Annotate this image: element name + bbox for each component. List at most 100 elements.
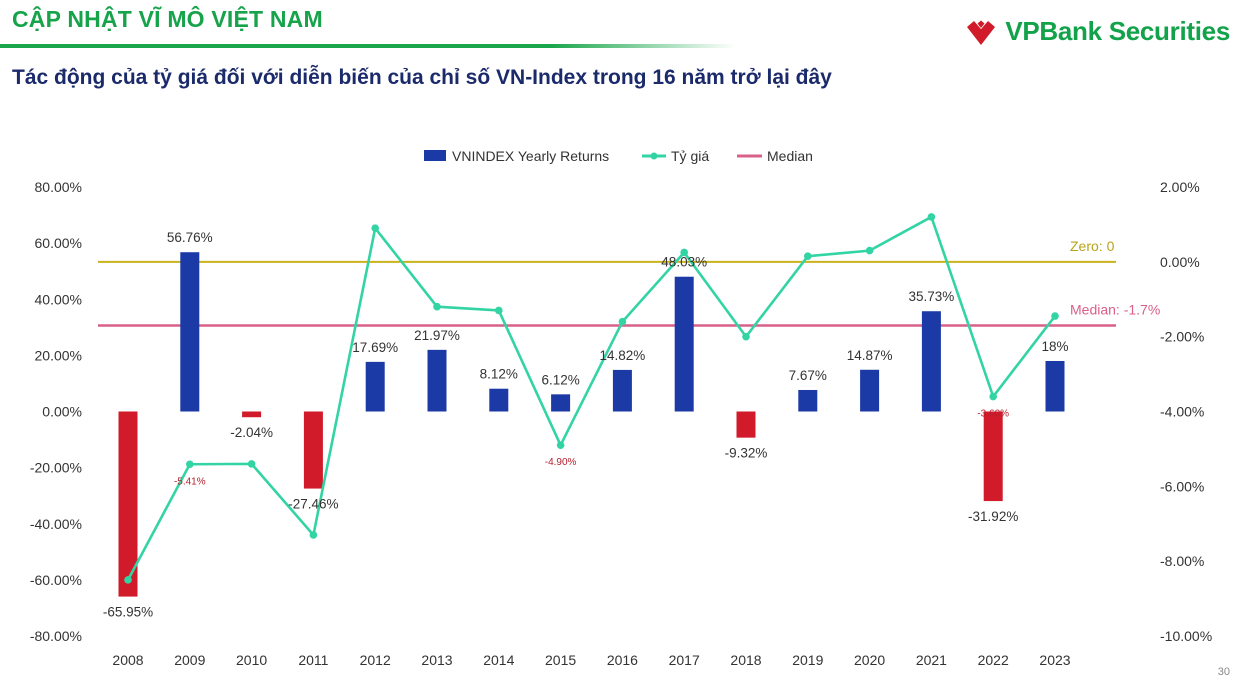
- fx-point: [618, 317, 627, 326]
- x-axis-tick: 2020: [854, 652, 885, 668]
- return-bar: [736, 411, 756, 438]
- x-axis-tick: 2015: [545, 652, 576, 668]
- x-axis-tick: 2008: [112, 652, 143, 668]
- fx-point: [309, 531, 318, 539]
- x-axis-tick: 2017: [669, 652, 700, 668]
- fx-point: [742, 332, 750, 341]
- x-axis-tick: 2019: [792, 652, 823, 668]
- page-number: 30: [1217, 666, 1230, 678]
- fx-line-series: [124, 213, 1059, 584]
- fx-data-label: -4.90%: [545, 457, 577, 468]
- fx-data-label: -5.41%: [174, 476, 206, 487]
- bar-data-label: 35.73%: [909, 289, 955, 304]
- return-bars: [118, 252, 1065, 597]
- x-axis-tick: 2010: [236, 652, 267, 668]
- right-axis-tick: -10.00%: [1160, 628, 1212, 644]
- right-axis: 2.00% 0.00% -2.00% -4.00% -6.00% -8.00% -10.00…: [1160, 179, 1212, 644]
- bar-data-label: 14.87%: [847, 348, 893, 363]
- bar-data-label: -31.92%: [968, 509, 1018, 524]
- fx-point: [247, 460, 256, 468]
- left-axis-tick: 80.00%: [35, 179, 82, 195]
- legend-swatch-returns: [424, 150, 446, 161]
- right-axis-tick: 0.00%: [1160, 254, 1200, 270]
- bar-data-label: 8.12%: [480, 367, 518, 382]
- return-bar: [612, 369, 632, 412]
- bar-data-label: -65.95%: [103, 605, 153, 620]
- left-axis-tick: 60.00%: [35, 235, 82, 251]
- left-axis: 80.00% 60.00% 40.00% 20.00% 0.00% -20.00% -40.…: [30, 179, 82, 644]
- legend-label-fx: Tỷ giá: [671, 148, 709, 164]
- right-axis-tick: -6.00%: [1160, 478, 1204, 494]
- legend-label-returns: VNINDEX Yearly Returns: [452, 148, 609, 164]
- header-title: CẬP NHẬT VĨ MÔ VIỆT NAM: [12, 6, 323, 32]
- x-axis-tick: 2021: [916, 652, 947, 668]
- bar-data-label: -2.04%: [230, 425, 273, 440]
- x-axis-tick: 2009: [174, 652, 205, 668]
- fx-data-label: -3.60%: [977, 409, 1009, 420]
- fx-line: [126, 215, 1057, 581]
- return-bar: [551, 394, 571, 412]
- bar-data-label: 7.67%: [789, 368, 827, 383]
- fx-point: [927, 213, 936, 221]
- return-bar: [242, 411, 262, 418]
- x-axis-tick: 2018: [730, 652, 761, 668]
- bar-data-label: 14.82%: [600, 348, 646, 363]
- right-axis-tick: 2.00%: [1160, 179, 1200, 195]
- return-bar: [303, 411, 323, 489]
- legend-marker-fx: [650, 152, 658, 160]
- fx-point: [495, 306, 503, 315]
- return-bar: [798, 389, 818, 412]
- fx-point: [680, 248, 688, 257]
- right-axis-tick: -4.00%: [1160, 404, 1204, 420]
- return-bar: [427, 349, 447, 412]
- fx-point: [433, 302, 441, 311]
- return-bar: [365, 361, 385, 412]
- bar-data-label: 17.69%: [352, 340, 398, 355]
- x-axis-tick: 2011: [298, 652, 328, 668]
- fx-point: [804, 252, 812, 261]
- page-subtitle: Tác động của tỷ giá đối với diễn biến củ…: [12, 66, 832, 89]
- data-labels: -65.95% 56.76% -2.04% -27.46% 17.69% 21.97% 8.…: [103, 230, 1069, 619]
- fx-point: [371, 224, 380, 232]
- fx-point: [865, 246, 874, 255]
- bar-data-label: 56.76%: [167, 230, 213, 245]
- left-axis-tick: 20.00%: [35, 347, 82, 363]
- return-bar: [180, 252, 200, 412]
- left-axis-tick: -60.00%: [30, 572, 82, 588]
- x-axis-tick: 2013: [421, 652, 452, 668]
- right-axis-tick: -2.00%: [1160, 329, 1204, 345]
- bar-data-label: -27.46%: [288, 497, 338, 512]
- left-axis-tick: -40.00%: [30, 516, 82, 532]
- fx-point: [1051, 312, 1059, 320]
- fx-point: [124, 576, 132, 584]
- fx-point: [556, 441, 565, 449]
- header-underline: [0, 44, 735, 48]
- x-axis: 2008 2009 2010 2011 2012 2013 2014 2015 2016 2017…: [112, 652, 1070, 668]
- bar-data-label: 21.97%: [414, 328, 460, 343]
- x-axis-tick: 2016: [607, 652, 638, 668]
- brand-name: VPBank Securities: [1005, 16, 1230, 46]
- right-axis-tick: -8.00%: [1160, 553, 1204, 569]
- fx-point: [989, 392, 997, 401]
- bar-data-label: -9.32%: [725, 446, 768, 461]
- return-bar: [674, 276, 694, 412]
- brand-logo: VPBank Securities: [963, 16, 1230, 47]
- return-bar: [489, 388, 509, 412]
- median-line-label: Median: -1.7%: [1070, 301, 1160, 317]
- x-axis-tick: 2014: [483, 652, 514, 668]
- zero-line-label: Zero: 0: [1070, 238, 1115, 254]
- legend-label-median: Median: [767, 148, 813, 164]
- left-axis-tick: -80.00%: [30, 628, 82, 644]
- left-axis-tick: 40.00%: [35, 291, 82, 307]
- left-axis-tick: -20.00%: [30, 460, 82, 476]
- return-bar: [921, 311, 941, 412]
- fx-point: [186, 460, 194, 469]
- left-axis-tick: 0.00%: [42, 404, 82, 420]
- return-bar: [860, 369, 880, 412]
- return-bar: [983, 411, 1003, 502]
- bar-data-label: 18%: [1041, 339, 1068, 354]
- return-bar: [118, 411, 138, 597]
- chart-legend: VNINDEX Yearly Returns Tỷ giá Median: [424, 148, 813, 164]
- x-axis-tick: 2022: [978, 652, 1009, 668]
